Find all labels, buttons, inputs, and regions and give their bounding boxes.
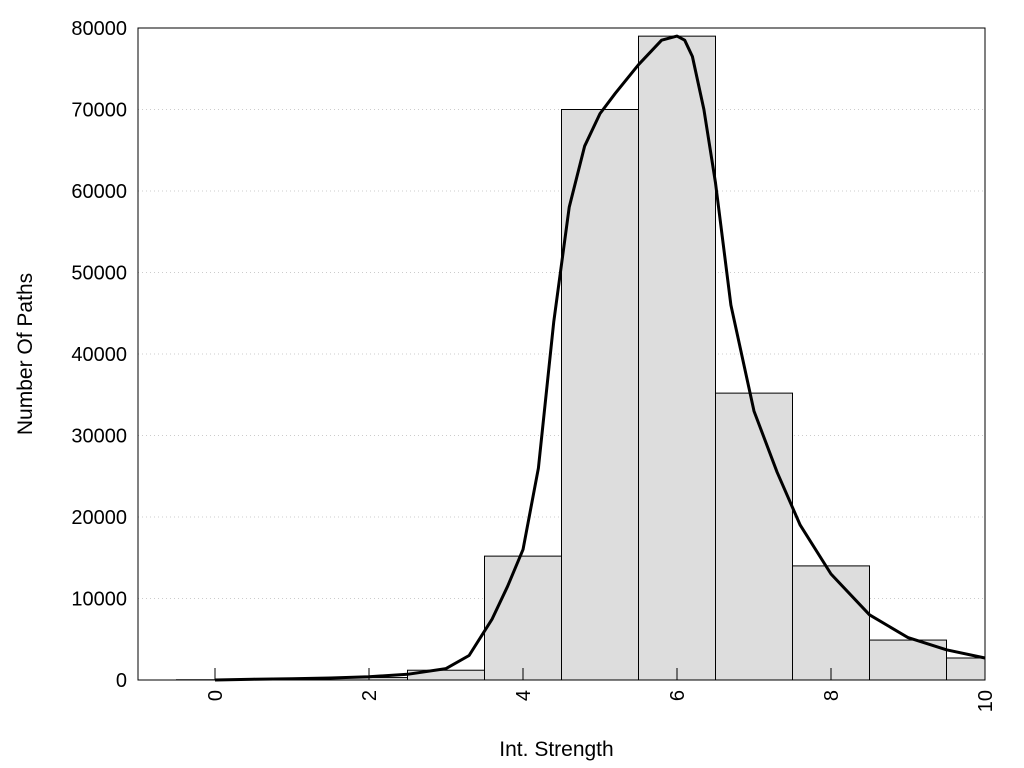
y-tick-label: 0 (116, 670, 127, 692)
histogram-bar (484, 555, 562, 681)
plot-frame (137, 27, 986, 681)
y-tick-label: 70000 (71, 100, 127, 122)
y-tick-label: 80000 (71, 18, 127, 40)
x-tick-label: 4 (513, 690, 535, 701)
y-axis-ticks: 0 10000 20000 30000 40000 50000 60000 70000 8000… (71, 18, 127, 692)
y-tick-label: 60000 (71, 181, 127, 203)
y-axis-title: Number Of Paths (14, 273, 37, 435)
histogram-bar (946, 657, 986, 681)
y-tick-label: 20000 (71, 507, 127, 529)
y-tick-label: 50000 (71, 263, 127, 285)
x-tick-label: 0 (205, 690, 227, 701)
histogram-bar (715, 392, 793, 681)
x-tick-label: 2 (359, 690, 381, 701)
y-tick-label: 40000 (71, 344, 127, 366)
histogram-bars (176, 35, 986, 681)
y-tick-label: 30000 (71, 426, 127, 448)
x-axis-title: Int. Strength (499, 738, 613, 761)
y-tick-label: 10000 (71, 589, 127, 611)
x-tick-label: 10 (975, 690, 997, 712)
density-curve (214, 34, 986, 682)
histogram-bar (792, 565, 870, 681)
x-tick-label: 6 (667, 690, 689, 701)
histogram-bar (638, 35, 716, 681)
x-tick-label: 8 (821, 690, 843, 701)
x-axis-ticks: 0 2 4 6 8 10 (205, 668, 997, 712)
